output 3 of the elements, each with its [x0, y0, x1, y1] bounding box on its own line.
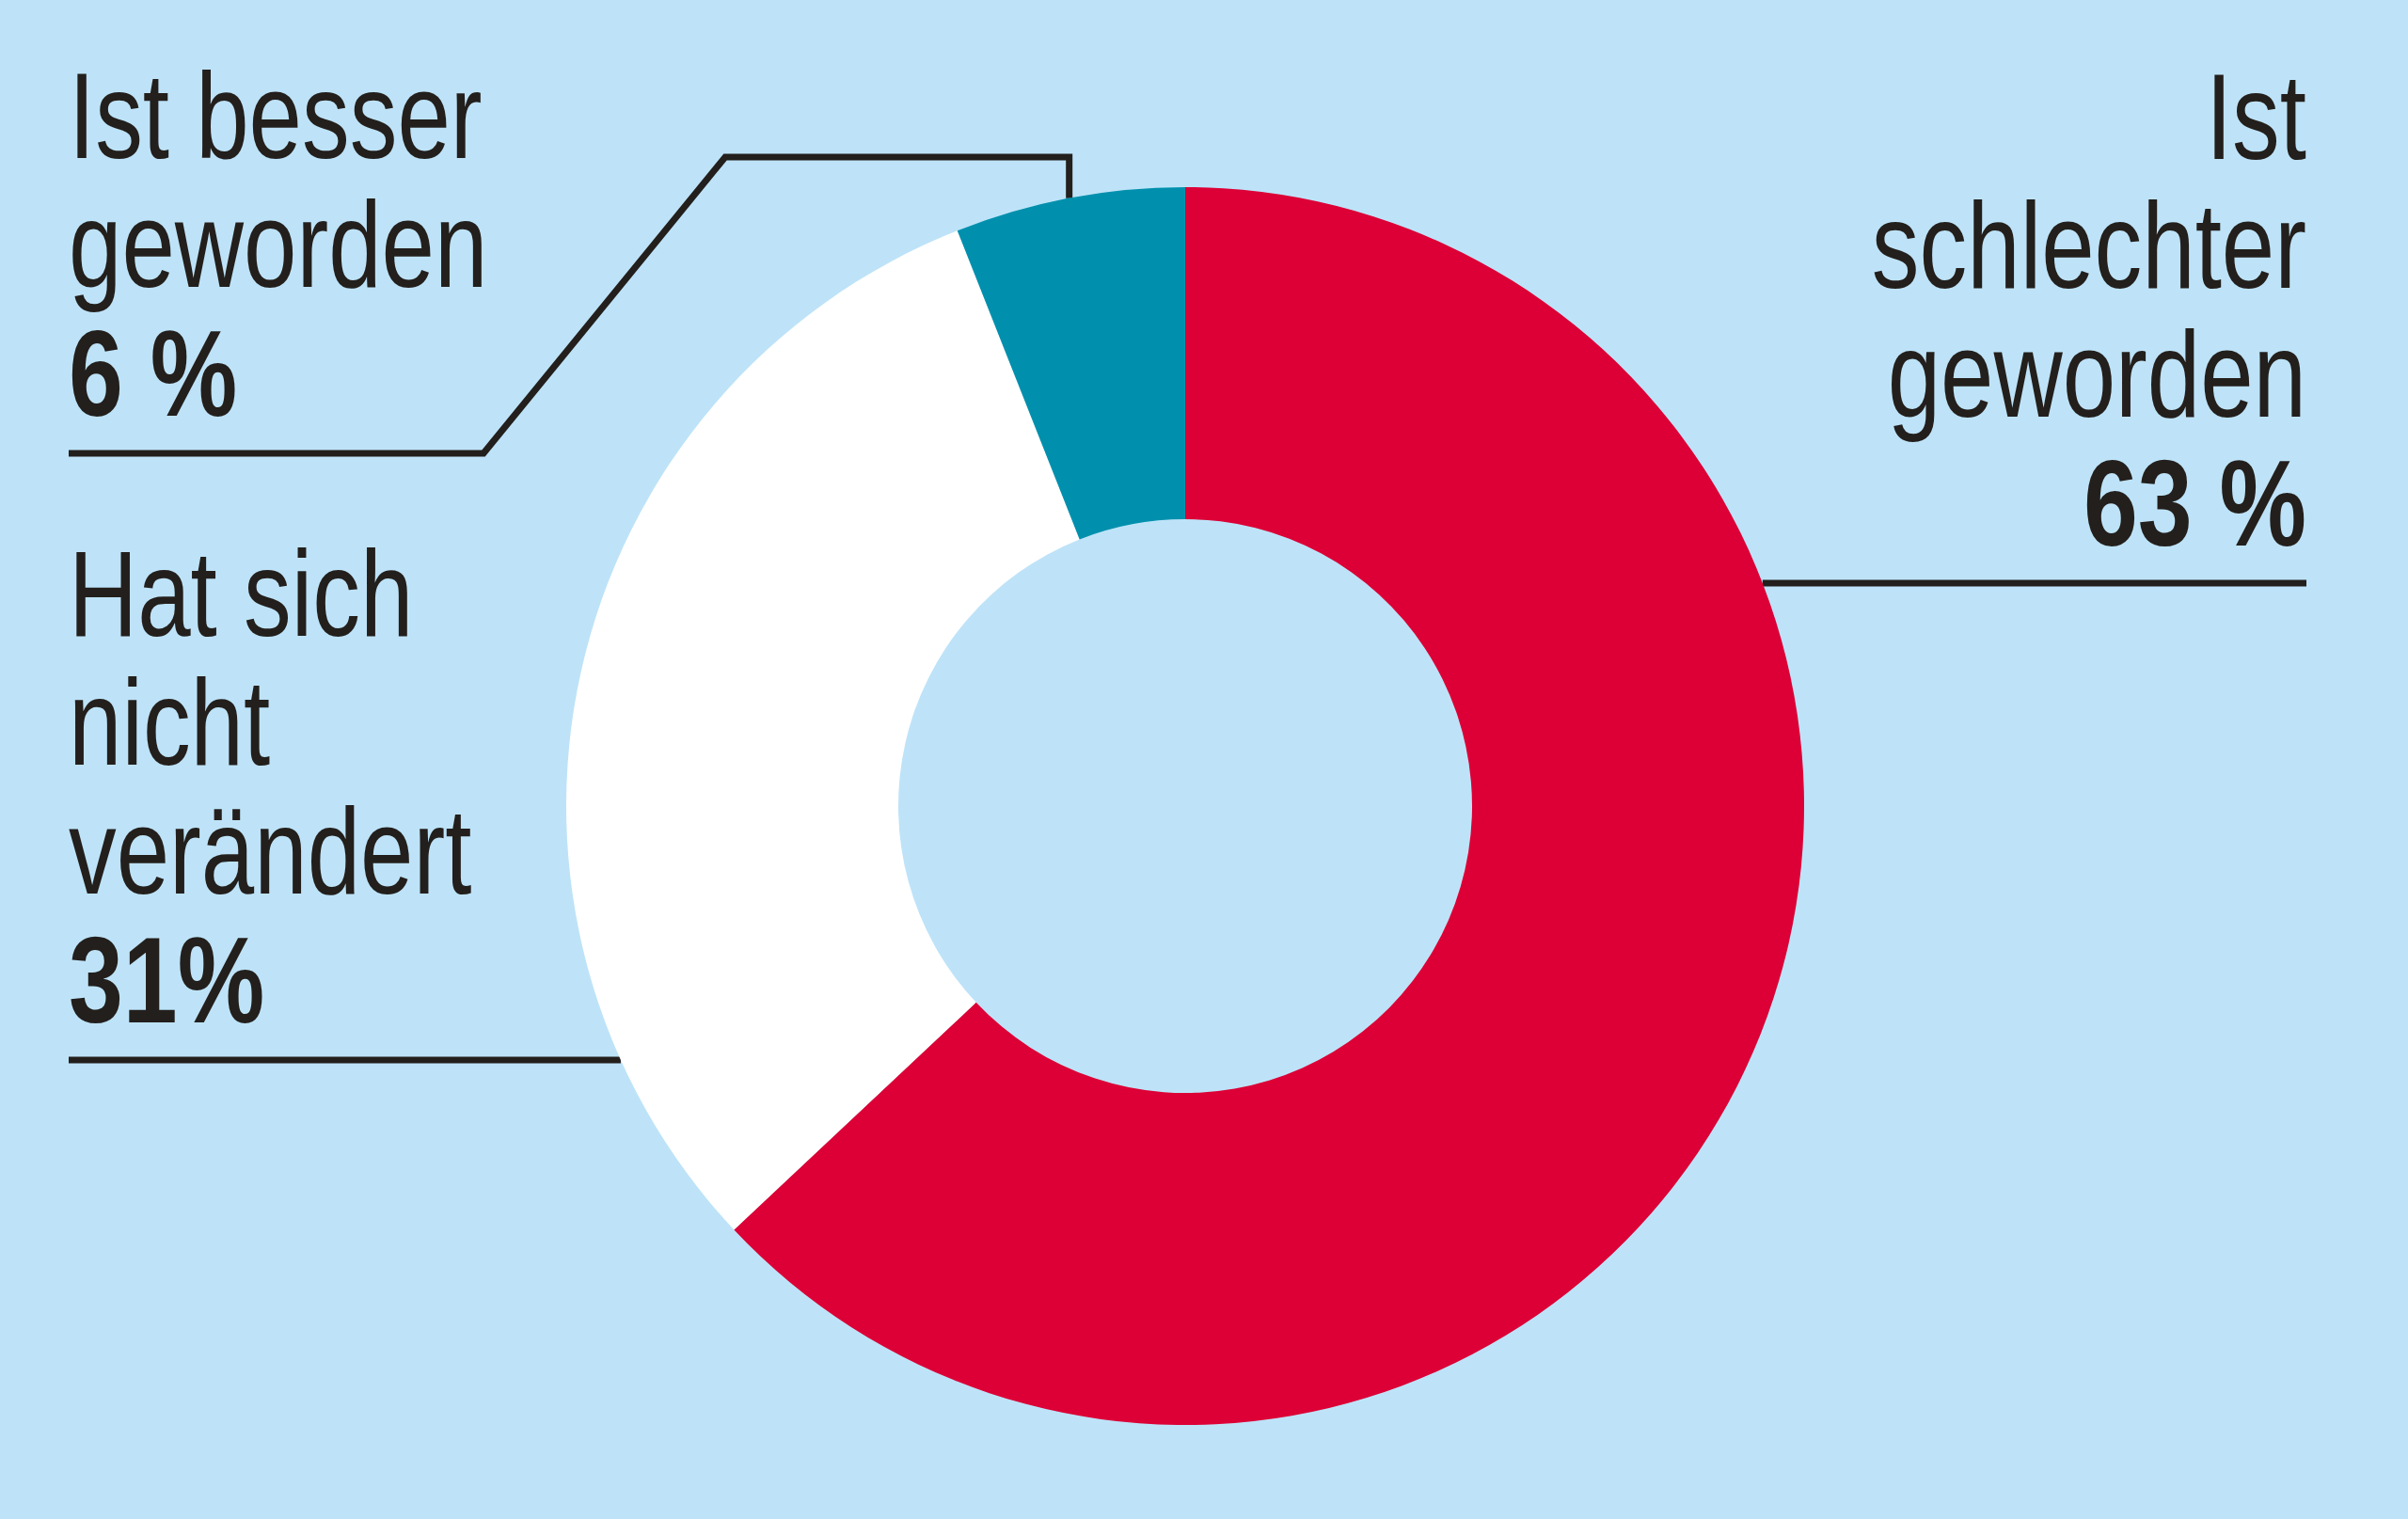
donut-slice	[957, 187, 1185, 540]
donut-slice	[734, 187, 1804, 1425]
donut-slice	[566, 230, 1080, 1230]
